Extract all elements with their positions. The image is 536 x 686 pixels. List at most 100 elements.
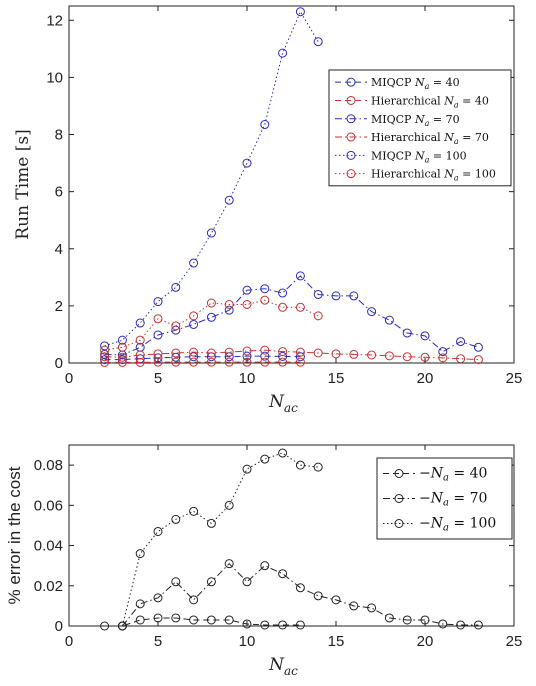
data-point	[117, 335, 127, 345]
data-point	[117, 352, 127, 362]
data-point	[171, 613, 181, 623]
series-line	[104, 355, 301, 361]
data-point	[153, 330, 163, 340]
data-point	[171, 357, 181, 367]
legend-item: MIQCP Na = 70	[335, 113, 460, 128]
data-point	[278, 351, 288, 361]
y-tick-label: 10	[46, 69, 63, 86]
legend-label: Hierarchical Na = 70	[371, 131, 489, 146]
data-point	[189, 595, 199, 605]
data-point	[224, 305, 234, 315]
data-point	[224, 352, 234, 362]
data-point	[135, 335, 145, 345]
x-tick-label: 15	[328, 370, 345, 387]
data-point	[295, 271, 305, 281]
data-point	[295, 302, 305, 312]
data-point	[384, 315, 394, 325]
data-point	[260, 284, 270, 294]
data-point	[242, 285, 252, 295]
data-point	[117, 342, 127, 352]
y-tick-label: 0.04	[34, 538, 63, 555]
data-point	[153, 297, 163, 307]
legend-marker	[394, 494, 404, 503]
data-point	[189, 319, 199, 329]
x-tick-label: 25	[506, 370, 523, 387]
series-1	[100, 351, 305, 365]
y-tick-label: 8	[55, 127, 63, 144]
data-point	[100, 621, 110, 631]
data-point	[206, 615, 216, 625]
data-point	[367, 307, 377, 317]
data-point	[224, 299, 234, 309]
legend-marker	[346, 132, 356, 142]
data-point	[260, 454, 270, 464]
data-point	[384, 351, 394, 361]
data-point	[260, 120, 270, 130]
data-point	[278, 288, 288, 298]
legend-item: −Na = 40	[383, 466, 487, 484]
data-point	[189, 311, 199, 321]
legend-label: MIQCP Na = 100	[371, 149, 467, 164]
data-point	[313, 462, 323, 472]
data-point	[456, 354, 466, 364]
data-point	[331, 349, 341, 359]
error-y-axis-label: % error in the cost	[5, 466, 24, 604]
data-point	[171, 348, 181, 358]
y-tick-label: 0.02	[34, 578, 63, 595]
data-point	[313, 311, 323, 321]
legend-item: MIQCP Na = 40	[335, 76, 460, 91]
series-line	[104, 299, 319, 351]
legend-item: Hierarchical Na = 40	[335, 94, 489, 109]
data-point	[313, 591, 323, 601]
data-point	[206, 518, 216, 528]
data-point	[438, 619, 448, 629]
data-point	[260, 351, 270, 361]
legend-item: −Na = 70	[383, 491, 487, 509]
data-point	[278, 48, 288, 58]
data-point	[242, 577, 252, 587]
data-point	[260, 295, 270, 305]
data-point	[224, 357, 234, 367]
legend-box	[328, 69, 512, 187]
data-point	[295, 583, 305, 593]
data-point	[171, 321, 181, 331]
data-point	[278, 357, 288, 367]
data-point	[100, 352, 110, 362]
legend-item: Hierarchical Na = 100	[335, 168, 496, 183]
data-point	[473, 620, 483, 630]
legend-label: MIQCP Na = 70	[371, 113, 460, 128]
data-point	[278, 302, 288, 312]
series-2	[100, 357, 305, 367]
data-point	[189, 506, 199, 516]
data-point	[135, 350, 145, 360]
data-point	[224, 559, 234, 569]
y-tick-label: 0	[55, 355, 63, 372]
data-point	[260, 345, 270, 355]
data-point	[171, 577, 181, 587]
series-6	[100, 295, 323, 355]
series-4	[100, 345, 483, 365]
data-point	[456, 337, 466, 347]
data-point	[278, 620, 288, 630]
data-point	[153, 349, 163, 359]
data-point	[313, 289, 323, 299]
legend-label: −Na = 40	[419, 466, 487, 484]
series-3	[100, 271, 483, 360]
data-point	[313, 348, 323, 358]
data-point	[438, 347, 448, 357]
y-tick-label: 4	[55, 241, 63, 258]
x-tick-label: 0	[65, 370, 73, 387]
data-point	[456, 620, 466, 630]
data-point	[100, 349, 110, 359]
data-point	[384, 613, 394, 623]
legend-label: MIQCP Na = 40	[371, 76, 460, 91]
data-point	[117, 355, 127, 365]
data-point	[153, 593, 163, 603]
data-point	[189, 352, 199, 362]
legend-label: Hierarchical Na = 100	[371, 168, 496, 183]
data-point	[242, 464, 252, 474]
legend-marker	[394, 469, 404, 478]
x-tick-label: 15	[328, 633, 345, 650]
data-point	[295, 460, 305, 470]
data-point	[171, 352, 181, 362]
